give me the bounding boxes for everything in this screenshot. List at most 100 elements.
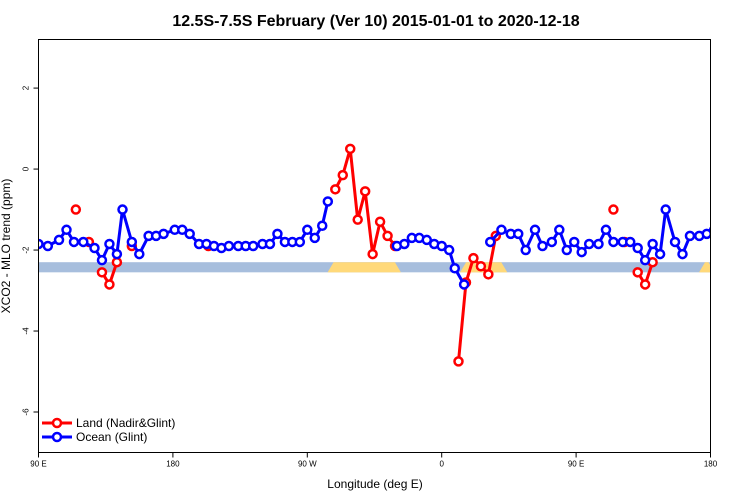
ocean-point-64 [624, 236, 636, 248]
ocean-point-60 [593, 238, 604, 250]
ocean-point-46 [458, 279, 470, 290]
ocean-point-57 [568, 236, 580, 248]
land-point-25 [608, 204, 619, 215]
land-point-19 [639, 279, 651, 290]
ocean-point-54 [546, 236, 558, 248]
ocean-point-32 [294, 236, 306, 248]
ocean-point-34 [309, 232, 321, 244]
ocean-point-56 [561, 244, 573, 256]
ocean-point-11 [126, 236, 138, 248]
ocean-point-29 [272, 228, 283, 240]
ocean-point-0 [38, 238, 44, 250]
land-point-0 [96, 267, 108, 278]
ocean-point-53 [537, 240, 548, 252]
ocean-point-9 [111, 248, 123, 260]
ocean-point-35 [316, 220, 328, 232]
land-band-2 [699, 262, 711, 273]
x-tick-label-1: 180 [166, 460, 180, 469]
ocean-point-65 [632, 242, 643, 254]
legend-land-marker [51, 417, 63, 429]
ocean-point-48 [496, 224, 507, 236]
ocean-point-43 [436, 240, 447, 252]
ocean-point-59 [583, 238, 595, 250]
land-point-12 [453, 356, 464, 367]
y-tick-label-2: -2 [22, 246, 31, 254]
ocean-point-38 [399, 238, 410, 250]
ocean-point-28 [264, 238, 276, 250]
ocean-point-45 [449, 263, 461, 274]
ocean-point-47 [484, 236, 496, 248]
ocean-point-36 [322, 196, 334, 207]
plot-content [38, 143, 711, 367]
x-axis: 90 E 180 90 W 0 90 E 180 [30, 452, 718, 469]
x-tick-label-2: 90 W [298, 460, 317, 469]
ocean-point-15 [158, 228, 169, 240]
ocean-point-10 [117, 204, 128, 215]
ocean-point-70 [669, 236, 681, 248]
ocean-point-2 [53, 234, 65, 246]
land-point-14 [468, 252, 479, 264]
ocean-point-6 [89, 242, 100, 254]
land-point-6 [352, 214, 363, 225]
legend-ocean-marker [51, 431, 63, 443]
land-line-2 [457, 235, 498, 362]
land-point-16 [483, 269, 494, 280]
x-tick-label-5: 180 [704, 460, 718, 469]
x-axis-label: Longitude (deg E) [327, 477, 422, 491]
ocean-point-33 [302, 224, 313, 236]
ocean-point-68 [654, 248, 666, 260]
ocean-point-18 [184, 228, 195, 240]
land-point-5 [344, 143, 356, 155]
legend-ocean-label: Ocean (Glint) [76, 430, 147, 444]
ocean-point-52 [529, 224, 541, 236]
land-point-18 [632, 267, 643, 278]
ocean-point-7 [96, 254, 108, 266]
ocean-point-51 [520, 244, 531, 256]
ocean-point-5 [78, 236, 89, 248]
x-tick-label-3: 0 [439, 460, 444, 469]
land-point-4 [337, 169, 349, 181]
ocean-point-23 [223, 240, 235, 252]
y-axis: 2 0 -2 -4 -6 [22, 85, 39, 416]
land-point-21 [70, 204, 82, 215]
ocean-point-55 [554, 224, 565, 236]
land-point-15 [475, 260, 487, 272]
ocean-point-72 [684, 230, 696, 242]
ocean-point-41 [421, 234, 433, 246]
legend-land-label: Land (Nadir&Glint) [76, 416, 175, 430]
ocean-point-66 [639, 254, 651, 266]
land-point-2 [111, 256, 123, 268]
ocean-point-69 [660, 204, 671, 215]
ocean-point-62 [608, 236, 619, 248]
ocean-point-58 [576, 246, 587, 258]
ocean-point-61 [600, 224, 612, 236]
ocean-point-71 [677, 248, 688, 260]
x-tick-label-4: 90 E [568, 460, 584, 469]
ocean-point-4 [68, 236, 80, 248]
land-band-0 [327, 262, 401, 273]
y-tick-label-3: -4 [22, 327, 31, 335]
ocean-point-17 [176, 224, 188, 236]
ocean-point-26 [247, 240, 259, 252]
land-point-9 [374, 216, 386, 227]
y-axis-label: XCO2 - MLO trend (ppm) [0, 179, 13, 314]
ocean-point-3 [61, 224, 72, 236]
plot-area [38, 143, 711, 367]
y-tick-label-0: 2 [22, 85, 31, 90]
land-point-10 [382, 230, 393, 242]
land-point-8 [367, 248, 378, 260]
ocean-point-12 [134, 248, 145, 260]
land-point-3 [330, 184, 341, 195]
ocean-point-74 [701, 228, 711, 240]
y-tick-label-4: -6 [22, 408, 31, 416]
ocean-point-44 [443, 244, 455, 256]
ocean-point-1 [42, 240, 54, 252]
land-point-7 [359, 186, 371, 197]
x-tick-label-0: 90 E [30, 460, 46, 469]
ocean-point-8 [104, 238, 115, 250]
legend: Land (Nadir&Glint) Ocean (Glint) [42, 416, 175, 444]
chart-title: 12.5S-7.5S February (Ver 10) 2015-01-01 … [172, 13, 579, 30]
plot-frame [38, 39, 711, 453]
ocean-point-50 [512, 228, 524, 240]
